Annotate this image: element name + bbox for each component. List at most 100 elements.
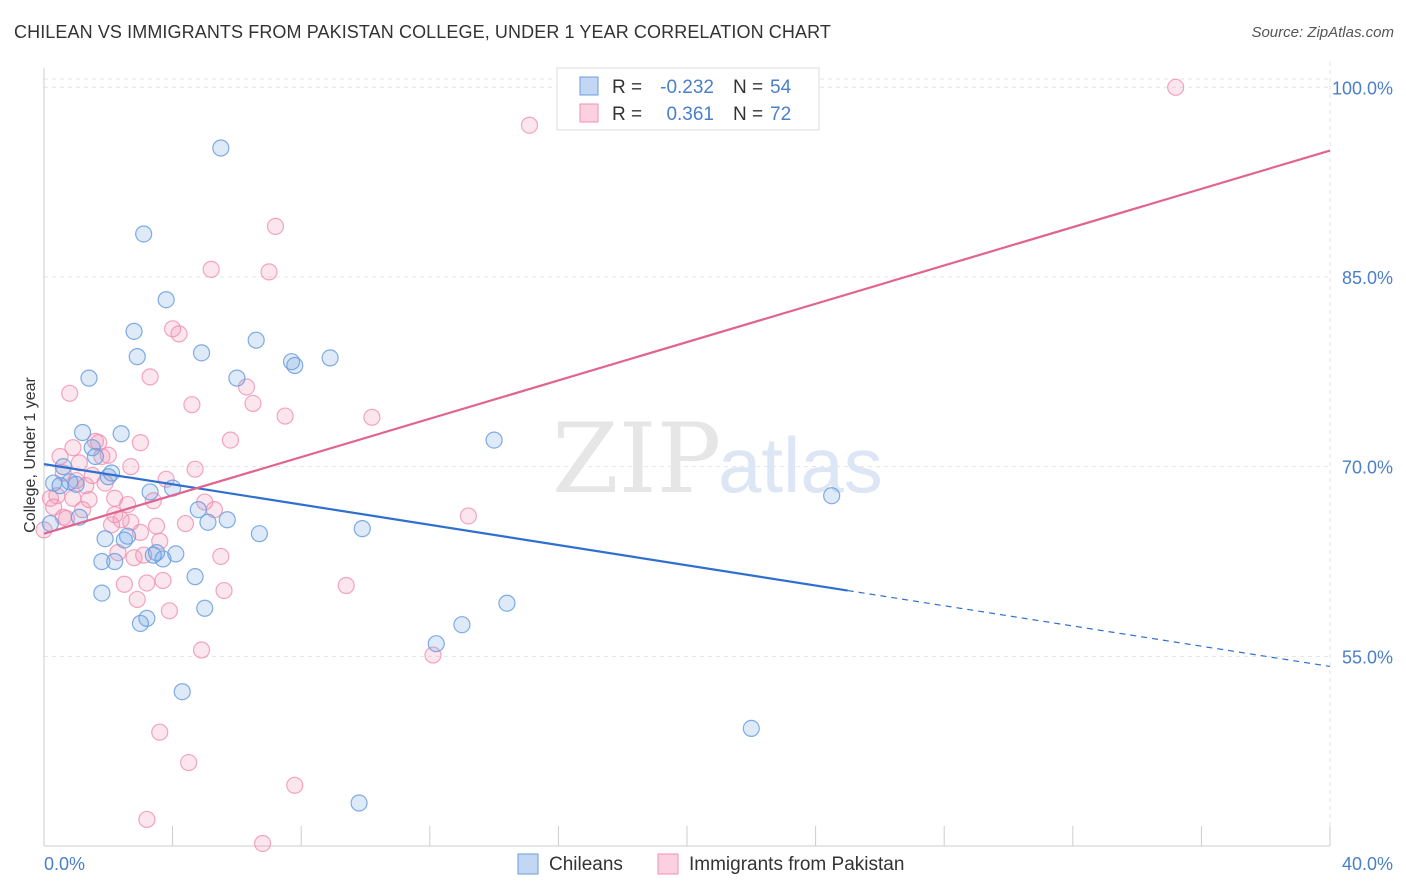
point-chileans-16: [118, 527, 137, 545]
stats-swatch-pink: [579, 103, 599, 123]
point-chileans-36: [247, 331, 265, 349]
point-pakistan-27: [131, 434, 150, 452]
point-chileans-43: [427, 635, 445, 653]
point-chileans-10: [93, 584, 111, 602]
point-pakistan-18: [102, 516, 121, 534]
point-chileans-49: [212, 139, 230, 157]
point-chileans-42: [353, 520, 371, 538]
point-chileans-23: [147, 544, 166, 562]
legend-label-chileans: Chileans: [549, 854, 623, 875]
point-pakistan-47: [221, 431, 240, 449]
point-chileans-4: [67, 475, 85, 493]
point-pakistan-36: [160, 602, 178, 620]
point-chileans-22: [144, 546, 162, 564]
point-chileans-6: [80, 369, 98, 387]
point-pakistan-46: [215, 581, 233, 600]
stats-r-label-pink: R =: [612, 104, 642, 125]
point-chileans-31: [192, 344, 211, 362]
watermark: ZIP atlas: [552, 403, 883, 515]
stats-r-value-blue: -0.232: [660, 77, 714, 98]
point-pakistan-71: [131, 523, 150, 542]
point-pakistan-63: [151, 723, 169, 741]
point-pakistan-52: [276, 407, 294, 425]
stats-n-label-pink: N =: [733, 104, 763, 125]
point-chileans-40: [321, 349, 339, 367]
stats-n-value-pink: 72: [770, 104, 791, 125]
point-pakistan-68: [122, 458, 140, 476]
series-legend: Chileans Immigrants from Pakistan: [517, 853, 904, 875]
point-pakistan-58: [520, 116, 539, 134]
point-pakistan-51: [266, 217, 285, 235]
point-chileans-47: [742, 719, 760, 738]
point-pakistan-70: [64, 489, 82, 507]
point-chileans-46: [498, 594, 516, 612]
point-chileans-48: [823, 487, 841, 505]
y-tick-label-1: 70.0%: [1342, 458, 1393, 478]
point-chileans-28: [173, 683, 191, 701]
point-chileans-5: [73, 423, 92, 442]
trend-line-chileans: [43, 463, 848, 592]
legend-swatch-chileans: [517, 853, 539, 875]
point-pakistan-34: [154, 571, 172, 590]
stats-n-value-blue: 54: [770, 77, 792, 98]
point-pakistan-38: [170, 325, 188, 343]
point-chileans-41: [350, 794, 368, 812]
axes: [43, 68, 1331, 847]
point-chileans-51: [99, 468, 117, 486]
data-points: [35, 78, 1185, 853]
y-tick-label-3: 100.0%: [1332, 78, 1393, 98]
y-tick-label-0: 55.0%: [1342, 647, 1393, 667]
point-pakistan-40: [183, 396, 201, 414]
point-chileans-34: [218, 511, 236, 529]
trend-line-pakistan: [43, 149, 1331, 535]
point-chileans-52: [141, 483, 159, 501]
point-chileans-14: [112, 425, 130, 443]
point-pakistan-45: [212, 547, 230, 566]
point-pakistan-39: [176, 514, 195, 533]
point-chileans-39: [286, 356, 304, 375]
point-pakistan-53: [286, 776, 304, 794]
trend-lines: [43, 149, 1331, 668]
legend-swatch-pakistan: [657, 853, 679, 875]
stats-legend-frame: [556, 67, 820, 131]
point-pakistan-41: [192, 641, 211, 659]
point-chileans-35: [228, 369, 246, 387]
trend-line-chileans-extension: [847, 589, 1331, 668]
point-pakistan-60: [138, 810, 156, 829]
point-chileans-18: [125, 322, 143, 340]
point-pakistan-49: [244, 394, 262, 413]
tick-labels: 55.0% 70.0% 85.0% 100.0% 0.0% 40.0%: [44, 78, 1393, 874]
point-pakistan-22: [115, 575, 133, 593]
chart-source: Source: ZipAtlas.com: [1251, 24, 1394, 41]
point-pakistan-0: [35, 521, 53, 539]
point-pakistan-65: [67, 471, 85, 490]
stats-r-value-pink: 0.361: [666, 104, 714, 125]
stats-n-label-blue: N =: [733, 77, 763, 98]
point-pakistan-32: [147, 517, 166, 535]
stats-r-label-blue: R =: [612, 77, 642, 98]
chart-title: CHILEAN VS IMMIGRANTS FROM PAKISTAN COLL…: [14, 22, 831, 42]
point-chileans-29: [186, 568, 204, 586]
watermark-zip: ZIP: [552, 403, 721, 515]
point-chileans-32: [196, 599, 214, 617]
point-pakistan-29: [138, 574, 156, 592]
point-pakistan-55: [363, 408, 381, 426]
watermark-atlas: atlas: [718, 421, 883, 509]
point-chileans-11: [96, 530, 114, 548]
point-pakistan-17: [99, 446, 117, 464]
x-tick-label-1: 40.0%: [1342, 854, 1393, 874]
point-chileans-13: [106, 552, 124, 571]
point-pakistan-4: [51, 447, 69, 466]
y-tick-label-2: 85.0%: [1342, 268, 1393, 288]
point-pakistan-54: [337, 576, 355, 595]
point-pakistan-9: [70, 454, 88, 472]
point-chileans-45: [485, 431, 503, 449]
point-pakistan-62: [254, 834, 272, 853]
point-pakistan-30: [141, 368, 159, 386]
point-chileans-30: [189, 501, 207, 519]
point-chileans-21: [138, 609, 156, 627]
point-chileans-27: [167, 545, 185, 563]
point-pakistan-50: [260, 263, 278, 281]
point-chileans-37: [250, 525, 269, 543]
stats-legend: R = -0.232 N = 54 R = 0.361 N = 72: [556, 67, 820, 131]
